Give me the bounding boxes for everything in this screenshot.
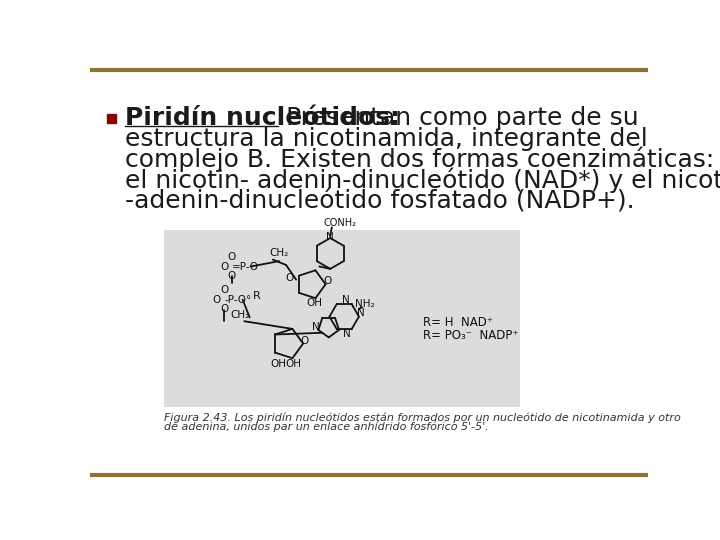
- Text: OH: OH: [286, 359, 302, 369]
- Text: O: O: [286, 273, 294, 283]
- Text: O: O: [220, 261, 228, 272]
- Text: NH₂: NH₂: [355, 299, 375, 309]
- Text: Piridín nucleótidos:: Piridín nucleótidos:: [125, 106, 400, 130]
- Text: O: O: [323, 276, 331, 286]
- Text: CONH₂: CONH₂: [323, 218, 356, 228]
- Text: =P-O: =P-O: [232, 261, 258, 272]
- Text: el nicotin- adenin-dinucleótido (NAD*) y el nicotin: el nicotin- adenin-dinucleótido (NAD*) y…: [125, 167, 720, 193]
- Text: Presentan como parte de su: Presentan como parte de su: [279, 106, 639, 130]
- Text: complejo B. Existen dos formas coenzimáticas:: complejo B. Existen dos formas coenzimát…: [125, 147, 714, 172]
- Text: N: N: [342, 295, 350, 305]
- Text: OH: OH: [270, 359, 287, 369]
- Text: N: N: [312, 322, 320, 332]
- Text: O: O: [228, 252, 236, 262]
- Text: N: N: [357, 308, 365, 318]
- Text: CH₂: CH₂: [230, 310, 250, 320]
- Text: O: O: [220, 304, 228, 314]
- Text: estructura la nicotinamida, integrante del: estructura la nicotinamida, integrante d…: [125, 127, 647, 151]
- Text: O: O: [212, 295, 220, 305]
- Text: R= H  NAD⁺: R= H NAD⁺: [423, 316, 493, 329]
- Text: -adenin-dinucleótido fosfatado (NADP+).: -adenin-dinucleótido fosfatado (NADP+).: [125, 189, 634, 213]
- Text: OH: OH: [307, 299, 323, 308]
- Text: R: R: [253, 291, 261, 301]
- Text: O: O: [220, 286, 228, 295]
- Text: -P-O°: -P-O°: [224, 295, 251, 305]
- Text: de adenina, unidos par un enlace anhídrido fosfórico 5'-5'.: de adenina, unidos par un enlace anhídri…: [163, 421, 488, 432]
- Text: N: N: [326, 232, 334, 242]
- Text: N: N: [343, 328, 351, 339]
- Text: CH₂: CH₂: [269, 248, 289, 259]
- Text: O: O: [300, 336, 309, 346]
- Text: Figura 2.43. Los piridín nucleótidos están formados por un nucleótido de nicotin: Figura 2.43. Los piridín nucleótidos est…: [163, 412, 680, 423]
- Bar: [163, 231, 520, 408]
- Text: O: O: [228, 271, 236, 281]
- Bar: [107, 114, 116, 123]
- Text: R= PO₃⁻  NADP⁺: R= PO₃⁻ NADP⁺: [423, 328, 518, 342]
